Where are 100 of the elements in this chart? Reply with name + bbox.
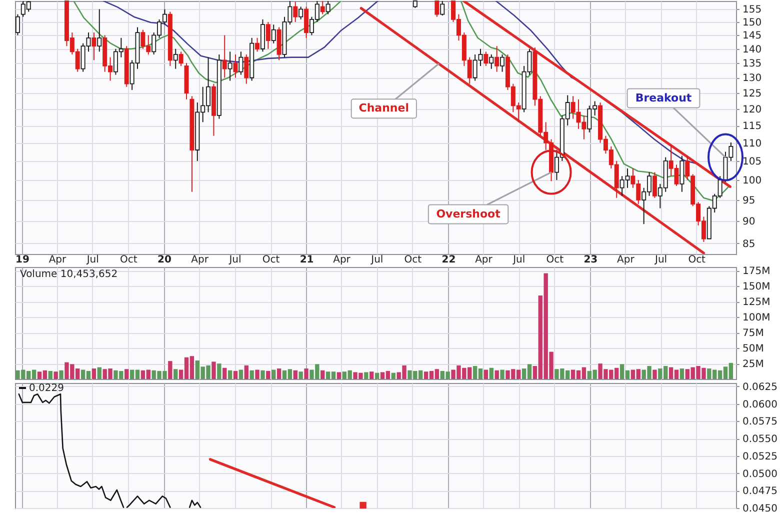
x-tick-label: 20 bbox=[157, 254, 172, 266]
bar bbox=[494, 370, 499, 379]
bar bbox=[217, 364, 222, 379]
y-tick-label: 0.0450 bbox=[742, 504, 778, 514]
bar bbox=[92, 368, 96, 379]
candlestick bbox=[298, 6, 304, 20]
y-tick-label: 175M bbox=[742, 266, 770, 278]
y-tick-label: 110 bbox=[742, 138, 762, 150]
y-tick-label: 100 bbox=[742, 175, 762, 186]
y-tick-label: 0.0550 bbox=[742, 434, 778, 446]
x-tick-label: Apr bbox=[617, 254, 636, 266]
candlestick bbox=[266, 21, 270, 50]
x-tick-label: Jul bbox=[228, 254, 242, 266]
x-tick-label: Jul bbox=[654, 254, 668, 266]
y-tick-label: 150 bbox=[742, 17, 762, 28]
x-tick-label: 19 bbox=[16, 254, 30, 266]
candlestick bbox=[255, 37, 260, 52]
candlestick bbox=[500, 54, 505, 72]
y-tick-label: 100M bbox=[742, 312, 770, 324]
y-tick-label: 140 bbox=[742, 44, 762, 56]
y-tick-label: 0.0575 bbox=[742, 416, 778, 428]
y-tick-label: 115 bbox=[742, 121, 762, 132]
x-tick-label: Apr bbox=[48, 254, 68, 266]
y-tick-label: 130 bbox=[742, 73, 762, 84]
bar bbox=[228, 370, 232, 379]
candlestick bbox=[222, 34, 227, 78]
candlestick bbox=[92, 32, 96, 61]
candlestick bbox=[244, 54, 249, 84]
bar bbox=[391, 372, 396, 379]
bar bbox=[272, 370, 276, 379]
candlestick bbox=[494, 46, 500, 72]
y-tick-label: 155 bbox=[742, 4, 762, 16]
annotation: Overshoot bbox=[436, 207, 500, 220]
y-tick-label: 150M bbox=[742, 282, 770, 293]
annotation: Breakout bbox=[635, 91, 692, 104]
bar bbox=[238, 370, 244, 379]
y-tick-label: 25M bbox=[742, 359, 764, 370]
bar bbox=[298, 372, 303, 379]
bar bbox=[266, 370, 270, 379]
bar bbox=[374, 372, 380, 379]
x-tick-label: 23 bbox=[584, 254, 598, 266]
x-tick-label: 22 bbox=[442, 254, 456, 266]
chart-title: Volume 10,453,652 bbox=[20, 269, 118, 280]
bar bbox=[320, 370, 325, 379]
bar bbox=[124, 369, 129, 379]
y-tick-label: 0.0625 bbox=[742, 382, 778, 393]
bar bbox=[276, 368, 282, 379]
x-tick-label: Apr bbox=[191, 254, 210, 266]
bar bbox=[484, 370, 488, 379]
bar bbox=[489, 368, 494, 379]
x-tick-label: Apr bbox=[333, 254, 352, 266]
bar bbox=[652, 370, 657, 379]
y-tick-label: 0.0600 bbox=[742, 399, 778, 410]
x-tick-label: Jul bbox=[370, 254, 384, 266]
bar bbox=[222, 368, 227, 379]
bar bbox=[680, 368, 684, 379]
x-tick-label: 21 bbox=[300, 254, 314, 266]
x-tick-label: Oct bbox=[404, 254, 422, 266]
y-tick-label: 135 bbox=[742, 58, 762, 70]
candlestick bbox=[293, 1, 298, 22]
bar bbox=[244, 365, 248, 379]
bar bbox=[233, 370, 238, 379]
y-tick-label: 85 bbox=[742, 238, 756, 250]
candlestick bbox=[97, 8, 102, 52]
candlestick bbox=[320, 0, 325, 15]
bar bbox=[304, 368, 308, 379]
y-tick-label: 95 bbox=[742, 195, 756, 206]
bar bbox=[250, 370, 254, 379]
y-tick-label: 75M bbox=[742, 328, 764, 340]
bar bbox=[500, 370, 504, 379]
y-tick-label: 0.0525 bbox=[742, 451, 778, 462]
candlestick bbox=[652, 172, 657, 198]
bar bbox=[336, 372, 342, 379]
y-tick-label: 125 bbox=[742, 88, 762, 100]
bar bbox=[59, 370, 64, 379]
bar bbox=[255, 370, 260, 379]
y-tick-label: 0.0475 bbox=[742, 486, 778, 498]
y-tick-label: 105 bbox=[742, 156, 762, 168]
bar bbox=[364, 372, 368, 379]
y-tick-label: 145 bbox=[742, 30, 762, 42]
candlestick bbox=[233, 54, 238, 78]
bar bbox=[54, 372, 58, 379]
bar bbox=[370, 372, 374, 379]
y-tick-label: 120 bbox=[742, 104, 762, 116]
candlestick bbox=[173, 48, 178, 70]
y-tick-label: 50M bbox=[742, 344, 764, 355]
bar bbox=[260, 370, 265, 379]
x-tick-label: Oct bbox=[120, 254, 138, 266]
y-tick-label: 0.0500 bbox=[742, 468, 778, 480]
candlestick bbox=[271, 24, 276, 44]
candlestick bbox=[228, 51, 232, 82]
candlestick bbox=[434, 0, 440, 18]
legend-label: 0.0229 bbox=[29, 383, 64, 394]
x-tick-label: Apr bbox=[475, 254, 494, 266]
candlestick bbox=[238, 51, 244, 76]
candlestick bbox=[680, 155, 684, 192]
candlestick bbox=[489, 54, 494, 70]
bar bbox=[293, 370, 298, 379]
candlestick bbox=[178, 51, 184, 66]
y-tick-label: 90 bbox=[742, 216, 756, 228]
